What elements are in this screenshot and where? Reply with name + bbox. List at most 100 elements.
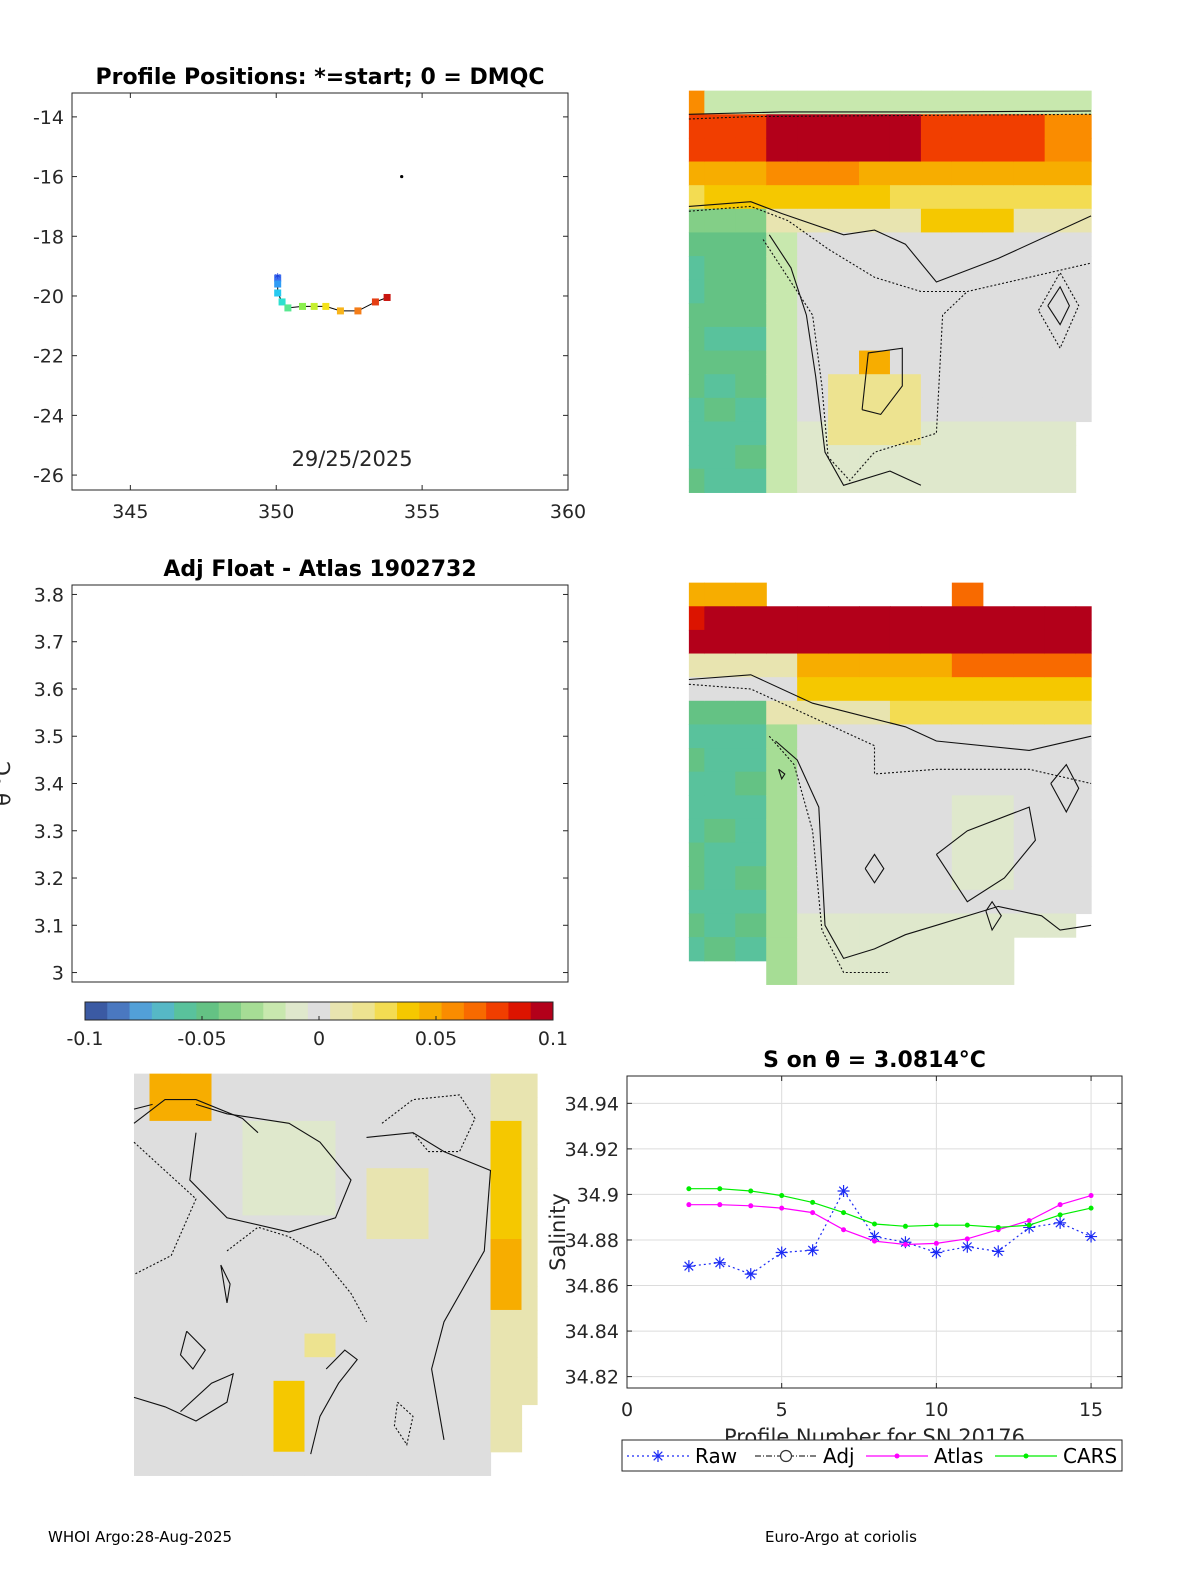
heatmap-cell — [859, 90, 891, 115]
heatmap-cell — [735, 629, 767, 655]
heatmap-cell — [859, 771, 891, 796]
heatmap-cell — [211, 1144, 244, 1169]
heatmap-cell — [149, 1262, 182, 1287]
heatmap-cell — [428, 1144, 461, 1169]
heatmap-cell — [459, 1120, 492, 1146]
data-point-atlas — [1057, 1202, 1063, 1208]
heatmap-cell — [242, 1451, 275, 1476]
y-tick-label: 3.6 — [34, 679, 64, 701]
panel-adj-atlas: 3 3.1 3.2 3.3 3.4 3.5 3.6 3.7 3.8 Adj Float - Atl… — [0, 557, 569, 985]
heatmap-cell — [149, 1215, 182, 1240]
heatmap-cell — [397, 1380, 430, 1406]
heatmap-cell — [797, 960, 829, 985]
heatmap-cell — [704, 137, 736, 163]
heatmap-cell — [920, 350, 953, 375]
heatmap-cell — [242, 1262, 275, 1287]
heatmap-cell — [366, 1333, 399, 1358]
heatmap-cell — [951, 445, 984, 470]
y-tick-label: 3.5 — [34, 726, 64, 748]
heatmap-cell — [704, 303, 736, 328]
heatmap-cell — [704, 445, 736, 470]
heatmap-cell — [1013, 445, 1046, 470]
heatmap-cell — [951, 303, 984, 328]
heatmap-cell — [1013, 724, 1046, 749]
heatmap-cell — [828, 208, 860, 234]
heatmap-cell — [273, 1262, 306, 1287]
heatmap-cell — [688, 866, 705, 891]
heatmap-cell — [889, 700, 922, 726]
heatmap-cell — [688, 724, 705, 749]
heatmap-cell — [797, 303, 829, 328]
heatmap-cell — [704, 700, 736, 726]
heatmap-cell — [797, 232, 829, 257]
heatmap-cell — [982, 256, 1015, 281]
heatmap-cell — [828, 700, 860, 726]
colorbar-swatch — [151, 1002, 175, 1020]
heatmap-cell — [920, 866, 953, 891]
axes-box — [71, 584, 569, 983]
panel-cars — [688, 582, 1092, 985]
heatmap-cell — [335, 1097, 368, 1122]
contour-line — [688, 110, 1092, 115]
heatmap-cell — [428, 1168, 461, 1193]
heatmap-cell — [859, 629, 891, 655]
heatmap-cell — [273, 1380, 306, 1406]
heatmap-cell — [428, 1097, 461, 1122]
heatmap-cell — [1075, 677, 1092, 702]
heatmap-cell — [149, 1333, 182, 1358]
heatmap-cell — [1013, 374, 1046, 399]
heatmap-cell — [982, 421, 1015, 446]
heatmap-cell — [797, 818, 829, 844]
heatmap-cell — [688, 629, 705, 655]
heatmap-cell — [1013, 279, 1046, 304]
heatmap-cell — [1044, 866, 1077, 891]
heatmap-cell — [951, 937, 984, 962]
contour-line — [133, 1099, 259, 1134]
heatmap-cell — [366, 1215, 399, 1240]
heatmap-cell — [859, 421, 891, 446]
heatmap-cell — [490, 1073, 523, 1098]
heatmap-cell — [180, 1380, 213, 1406]
heatmap-cell — [766, 326, 798, 352]
heatmap-cell — [1075, 374, 1092, 399]
colorbar-swatch — [285, 1002, 309, 1020]
data-point-raw — [806, 1244, 819, 1257]
heatmap-cell — [304, 1120, 337, 1146]
heatmap-cell — [982, 960, 1015, 985]
heatmap-cell — [688, 303, 705, 328]
data-point-atlas — [1026, 1218, 1032, 1224]
heatmap-cell — [766, 445, 798, 470]
heatmap-cell — [889, 445, 922, 470]
data-point-atlas — [933, 1240, 939, 1246]
heatmap-cell — [766, 421, 798, 446]
heatmap-cell — [704, 326, 736, 352]
heatmap-cell — [859, 889, 891, 915]
heatmap-cell — [304, 1428, 337, 1453]
heatmap-cell — [1075, 208, 1092, 234]
heatmap-cell — [1013, 161, 1046, 186]
data-point-cars — [1057, 1212, 1063, 1218]
contour-line — [688, 201, 1092, 283]
heatmap-cell — [735, 771, 767, 796]
heatmap-cell — [982, 771, 1015, 796]
heatmap-cell — [1044, 232, 1077, 257]
data-point-atlas — [717, 1202, 723, 1208]
heatmap-cell — [828, 114, 860, 139]
panel-mean-float — [133, 1073, 538, 1476]
heatmap-cell — [704, 889, 736, 915]
heatmap-cell — [889, 842, 922, 867]
y-tick-label: 3.2 — [34, 868, 64, 890]
heatmap-cell — [951, 137, 984, 163]
heatmap-cell — [920, 748, 953, 773]
profile-position-marker — [354, 307, 362, 315]
heatmap-cell — [704, 185, 736, 210]
data-point-raw — [744, 1268, 757, 1281]
data-point-atlas — [872, 1238, 877, 1244]
heatmap-cell — [490, 1428, 523, 1453]
heatmap-cell — [889, 913, 922, 938]
heatmap-cell — [242, 1239, 275, 1264]
colorbar-swatch — [174, 1002, 197, 1020]
heatmap-cell — [797, 445, 829, 470]
contour-line — [1050, 763, 1080, 814]
heatmap-cell — [134, 1215, 151, 1240]
